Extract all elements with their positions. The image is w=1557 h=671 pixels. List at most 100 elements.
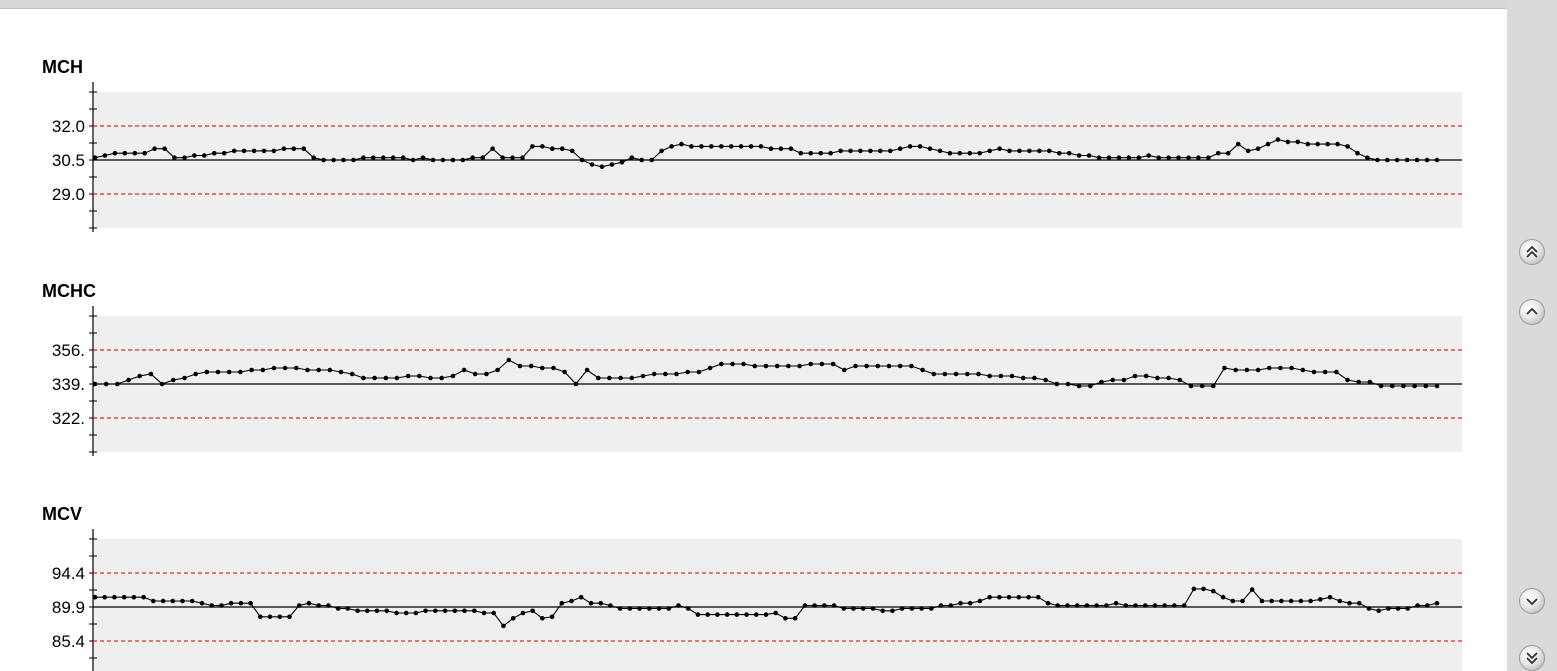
c0-data-point: [788, 146, 794, 151]
c1-data-point: [1311, 369, 1317, 375]
c0-data-point: [927, 146, 933, 151]
c0-data-point: [430, 157, 436, 163]
c0-data-point: [768, 146, 774, 151]
c2-data-point: [481, 610, 487, 616]
scroll-top-button[interactable]: [1519, 239, 1545, 265]
c1-data-point: [1278, 365, 1283, 371]
c0-data-point: [1285, 139, 1291, 145]
c2-data-point: [977, 598, 983, 604]
c2-data-point: [1337, 598, 1343, 604]
c2-data-point: [335, 606, 341, 611]
c1-data-point: [182, 375, 187, 381]
c0-data-point: [1275, 137, 1281, 142]
c2-data-point: [1133, 603, 1138, 608]
c2-data-point: [258, 614, 263, 620]
c0-data-point: [868, 148, 873, 154]
c2-data-point: [1181, 603, 1187, 608]
c2-data-point: [715, 612, 720, 617]
c2-data-point: [627, 606, 633, 611]
chart-title-mcv: MCV: [42, 504, 82, 524]
c2-data-point: [588, 600, 594, 606]
c1-data-point: [305, 367, 310, 373]
chart-title-mch: MCH: [42, 57, 83, 77]
c2-data-point: [501, 623, 506, 629]
c2-data-point: [899, 606, 905, 611]
c1-data-point: [562, 369, 567, 375]
c1-data-point: [931, 371, 937, 377]
c2-data-point: [870, 606, 876, 611]
c2-data-point: [1415, 603, 1420, 608]
c1-data-point: [629, 375, 635, 381]
c2-data-point: [909, 606, 915, 611]
c2-data-point: [1143, 603, 1148, 608]
c2-y-tick-label: 94.4: [52, 564, 85, 583]
c0-data-point: [102, 153, 108, 158]
c0-data-point: [1086, 153, 1092, 158]
c2-data-point: [228, 600, 234, 606]
c2-data-point: [180, 598, 185, 604]
c2-data-point: [209, 603, 214, 608]
c1-data-point: [148, 371, 154, 377]
chart-title-mchc: MCHC: [42, 281, 96, 301]
c0-data-point: [1126, 155, 1132, 160]
c0-data-point: [1414, 157, 1420, 163]
c0-data-point: [301, 146, 307, 151]
c0-data-point: [251, 148, 257, 154]
c0-data-point: [679, 141, 684, 147]
c0-data-point: [1225, 150, 1231, 156]
c1-data-point: [1199, 383, 1205, 389]
c1-data-point: [920, 367, 925, 373]
double-chevron-down-icon: [1526, 652, 1538, 665]
c2-data-point: [306, 600, 312, 606]
c2-data-point: [189, 598, 195, 604]
scroll-down-button[interactable]: [1519, 588, 1545, 614]
c1-data-point: [1434, 383, 1440, 389]
c1-data-point: [752, 363, 758, 369]
c0-data-point: [132, 150, 138, 156]
c0-data-point: [92, 155, 98, 160]
c2-data-point: [413, 610, 419, 616]
c0-data-point: [828, 150, 833, 156]
double-chevron-up-icon: [1526, 245, 1538, 258]
c0-data-point: [410, 157, 416, 163]
c0-data-point: [888, 148, 893, 154]
c1-data-point: [618, 375, 623, 381]
c1-data-point: [327, 367, 333, 373]
scroll-bottom-button[interactable]: [1519, 645, 1545, 671]
c0-data-point: [1206, 155, 1211, 160]
scroll-up-button[interactable]: [1519, 299, 1545, 325]
c1-data-point: [886, 363, 892, 369]
c1-data-point: [1132, 373, 1138, 379]
c2-data-point: [384, 608, 390, 614]
c1-data-point: [573, 381, 579, 387]
c1-data-point: [707, 365, 713, 371]
c2-data-point: [540, 616, 545, 621]
c2-data-point: [1288, 598, 1294, 604]
c1-data-point: [965, 371, 970, 377]
c2-data-point: [1065, 603, 1070, 608]
c1-data-point: [472, 371, 478, 377]
c2-data-point: [1220, 594, 1226, 600]
c0-data-point: [231, 148, 237, 154]
c1-data-point: [193, 371, 198, 377]
c2-data-point: [491, 610, 497, 616]
c1-data-point: [987, 373, 992, 379]
c0-data-point: [112, 150, 118, 156]
chart-mch: 32.0 30.5 29.0: [52, 82, 1462, 232]
c1-data-point: [1222, 365, 1227, 371]
c0-data-point: [1017, 148, 1022, 154]
c1-data-point: [1244, 367, 1250, 373]
c2-data-point: [1249, 587, 1255, 592]
c2-data-point: [666, 606, 672, 611]
c2-data-point: [1386, 606, 1391, 611]
c1-data-point: [1043, 377, 1048, 383]
c2-data-point: [1045, 600, 1051, 606]
c1-data-point: [1300, 367, 1306, 373]
c1-data-point: [953, 371, 959, 377]
c1-data-point: [976, 371, 981, 377]
c0-data-point: [202, 153, 207, 158]
c0-data-point: [341, 157, 346, 163]
c1-data-point: [115, 381, 120, 387]
c2-data-point: [462, 608, 467, 614]
c0-data-point: [629, 155, 635, 160]
